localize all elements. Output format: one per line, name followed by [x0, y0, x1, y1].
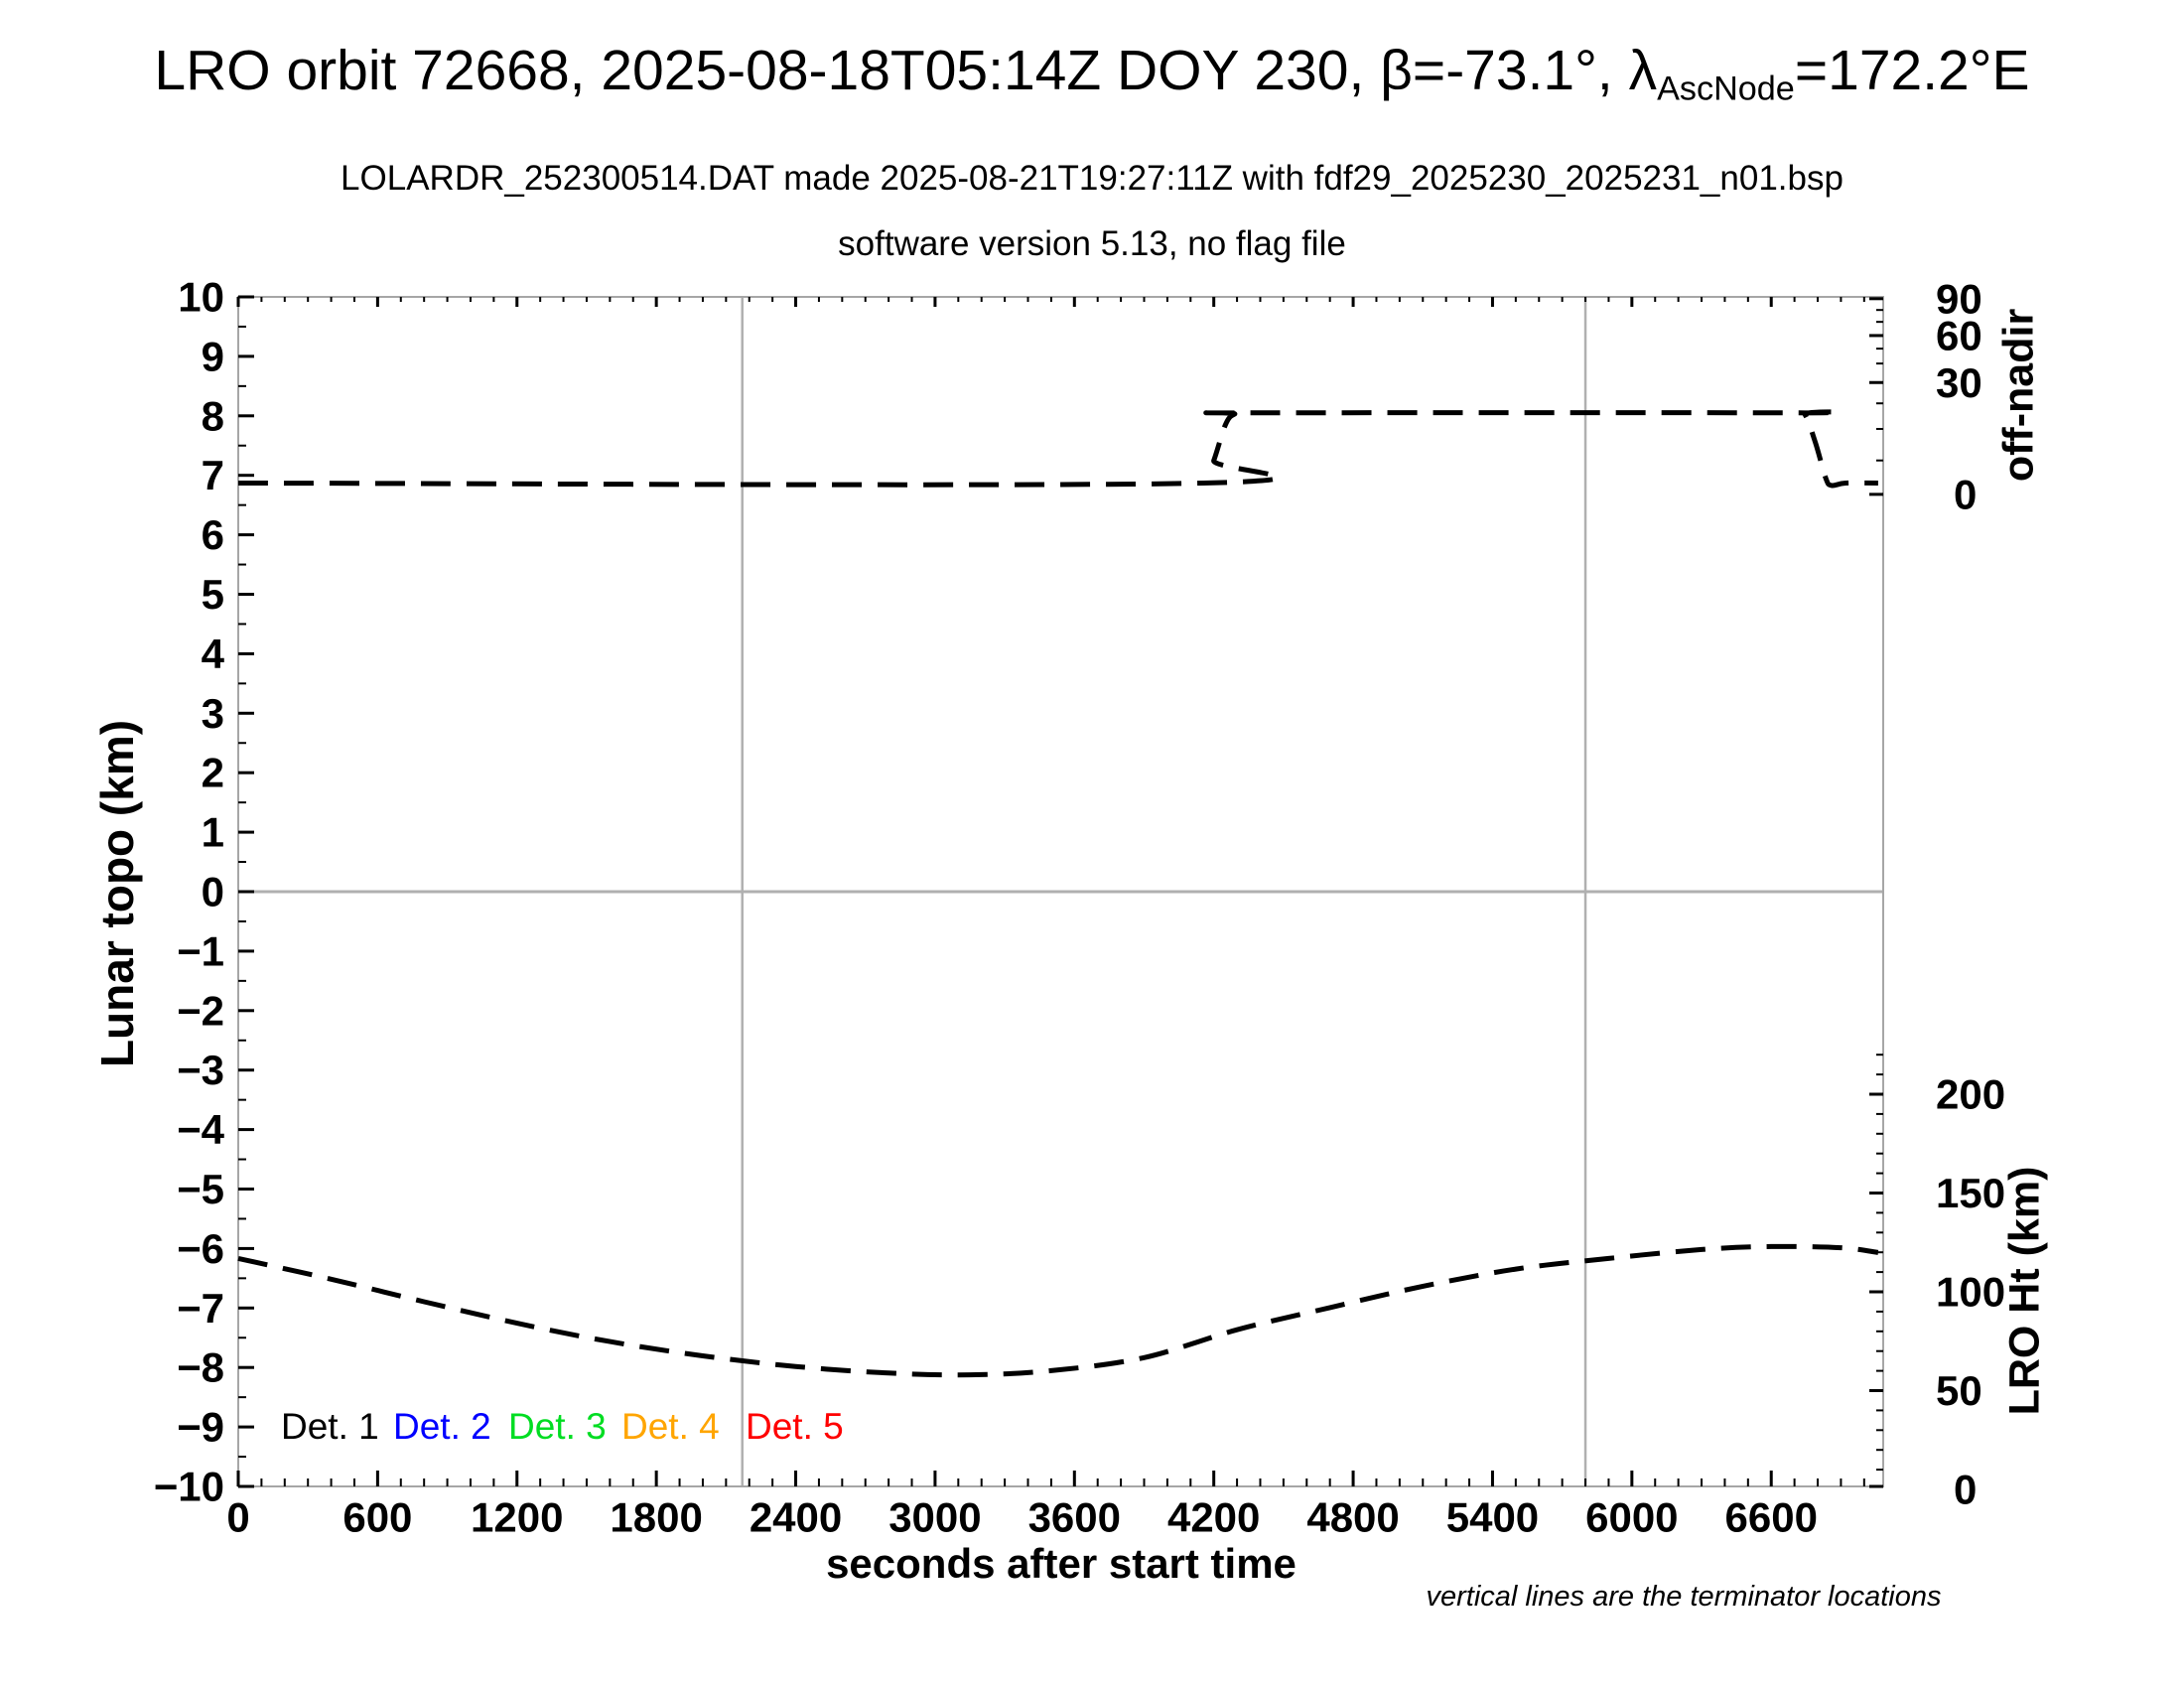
y-tick-label-left: −5	[177, 1166, 224, 1212]
ht-tick-label: 100	[1936, 1269, 2005, 1316]
y-tick-label-left: −8	[177, 1344, 224, 1391]
y-tick-label-left: −1	[177, 927, 224, 974]
y-tick-label-left: 0	[202, 869, 224, 915]
title-subscript: AscNode	[1657, 70, 1795, 108]
y-tick-label-left: −3	[177, 1047, 224, 1093]
offnadir-tick-label: 0	[1954, 471, 1977, 517]
y-tick-label-left: 7	[202, 452, 224, 498]
figure-subtitle-file: LOLARDR_252300514.DAT made 2025-08-21T19…	[341, 159, 1843, 198]
y-tick-label-left: −6	[177, 1225, 224, 1272]
ht-tick-label: 50	[1936, 1367, 1982, 1414]
y-tick-label-left: 4	[202, 631, 225, 677]
title-prefix: LRO orbit 72668, 2025-08-18T05:14Z DOY 2…	[154, 39, 1658, 102]
y-tick-label-left: 5	[202, 571, 224, 618]
y-axis-label-left: Lunar topo (km)	[91, 719, 143, 1068]
x-tick-label: 1200	[471, 1493, 563, 1540]
y-tick-label-left: 6	[202, 511, 224, 558]
y-tick-label-left: 3	[202, 690, 224, 737]
y-tick-label-left: −7	[177, 1285, 224, 1332]
offnadir-tick-label: 90	[1936, 275, 1982, 322]
x-tick-label: 5400	[1446, 1493, 1539, 1540]
y-tick-label-left: −9	[177, 1404, 224, 1451]
y-tick-label-left: −10	[154, 1464, 224, 1510]
x-tick-label: 3000	[888, 1493, 981, 1540]
ht-tick-label: 0	[1954, 1467, 1977, 1513]
title-suffix: =172.2°E	[1794, 39, 2030, 102]
x-tick-label: 4800	[1306, 1493, 1399, 1540]
y-tick-label-left: −4	[177, 1106, 225, 1153]
y-axis-label-right-top: off-nadir	[1994, 308, 2043, 483]
x-tick-label: 1800	[610, 1493, 702, 1540]
y-tick-label-left: 9	[202, 333, 224, 379]
x-tick-label: 0	[226, 1493, 249, 1540]
legend-item-det3: Det. 3	[508, 1406, 607, 1447]
figure-subtitle-version: software version 5.13, no flag file	[838, 224, 1346, 263]
x-tick-label: 6000	[1585, 1493, 1678, 1540]
offnadir-curve	[237, 409, 1878, 489]
terminator-footnote: vertical lines are the terminator locati…	[1426, 1581, 1942, 1613]
legend-item-det2: Det. 2	[393, 1406, 491, 1447]
legend-item-det5: Det. 5	[746, 1406, 844, 1447]
figure-title: LRO orbit 72668, 2025-08-18T05:14Z DOY 2…	[0, 38, 2184, 108]
lro-height-curve	[237, 1243, 1879, 1378]
y-tick-label-left: 10	[178, 274, 224, 321]
x-tick-label: 6600	[1725, 1493, 1818, 1540]
offnadir-tick-label: 30	[1936, 359, 1982, 406]
x-tick-label: 600	[342, 1493, 412, 1540]
y-tick-label-left: −2	[177, 987, 224, 1034]
offnadir-tick-label: 60	[1936, 312, 1982, 358]
y-tick-label-left: 2	[202, 750, 224, 796]
legend-item-det1: Det. 1	[281, 1406, 379, 1447]
ht-tick-label: 200	[1936, 1071, 2005, 1118]
y-tick-label-left: 8	[202, 392, 224, 439]
x-axis-label: seconds after start time	[826, 1540, 1297, 1587]
x-tick-label: 3600	[1028, 1493, 1121, 1540]
ht-tick-label: 150	[1936, 1170, 2005, 1216]
y-tick-label-left: 1	[202, 809, 224, 856]
x-tick-label: 4200	[1167, 1493, 1260, 1540]
y-axis-label-right-bottom: LRO Ht (km)	[2000, 1166, 2049, 1416]
x-tick-label: 2400	[750, 1493, 842, 1540]
legend-item-det4: Det. 4	[621, 1406, 720, 1447]
